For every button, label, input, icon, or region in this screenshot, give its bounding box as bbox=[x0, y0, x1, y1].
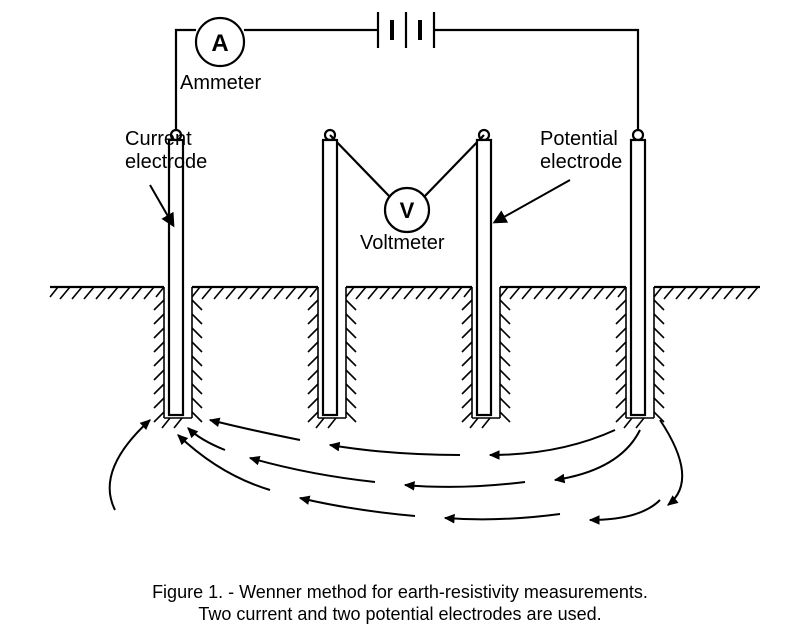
wenner-schematic: A V bbox=[0, 0, 800, 642]
ammeter-label: Ammeter bbox=[180, 72, 261, 95]
voltmeter-letter: V bbox=[400, 198, 415, 223]
current-electrode-label: Current electrode bbox=[125, 128, 207, 174]
ammeter-letter: A bbox=[211, 30, 228, 57]
voltmeter-label: Voltmeter bbox=[360, 232, 444, 255]
potential-electrode-label: Potential electrode bbox=[540, 128, 622, 174]
figure-caption-line2: Two current and two potential electrodes… bbox=[0, 604, 800, 625]
figure-caption-line1: Figure 1. - Wenner method for earth-resi… bbox=[0, 582, 800, 603]
diagram-canvas: A V Ammeter Voltmeter Current electrode … bbox=[0, 0, 800, 642]
